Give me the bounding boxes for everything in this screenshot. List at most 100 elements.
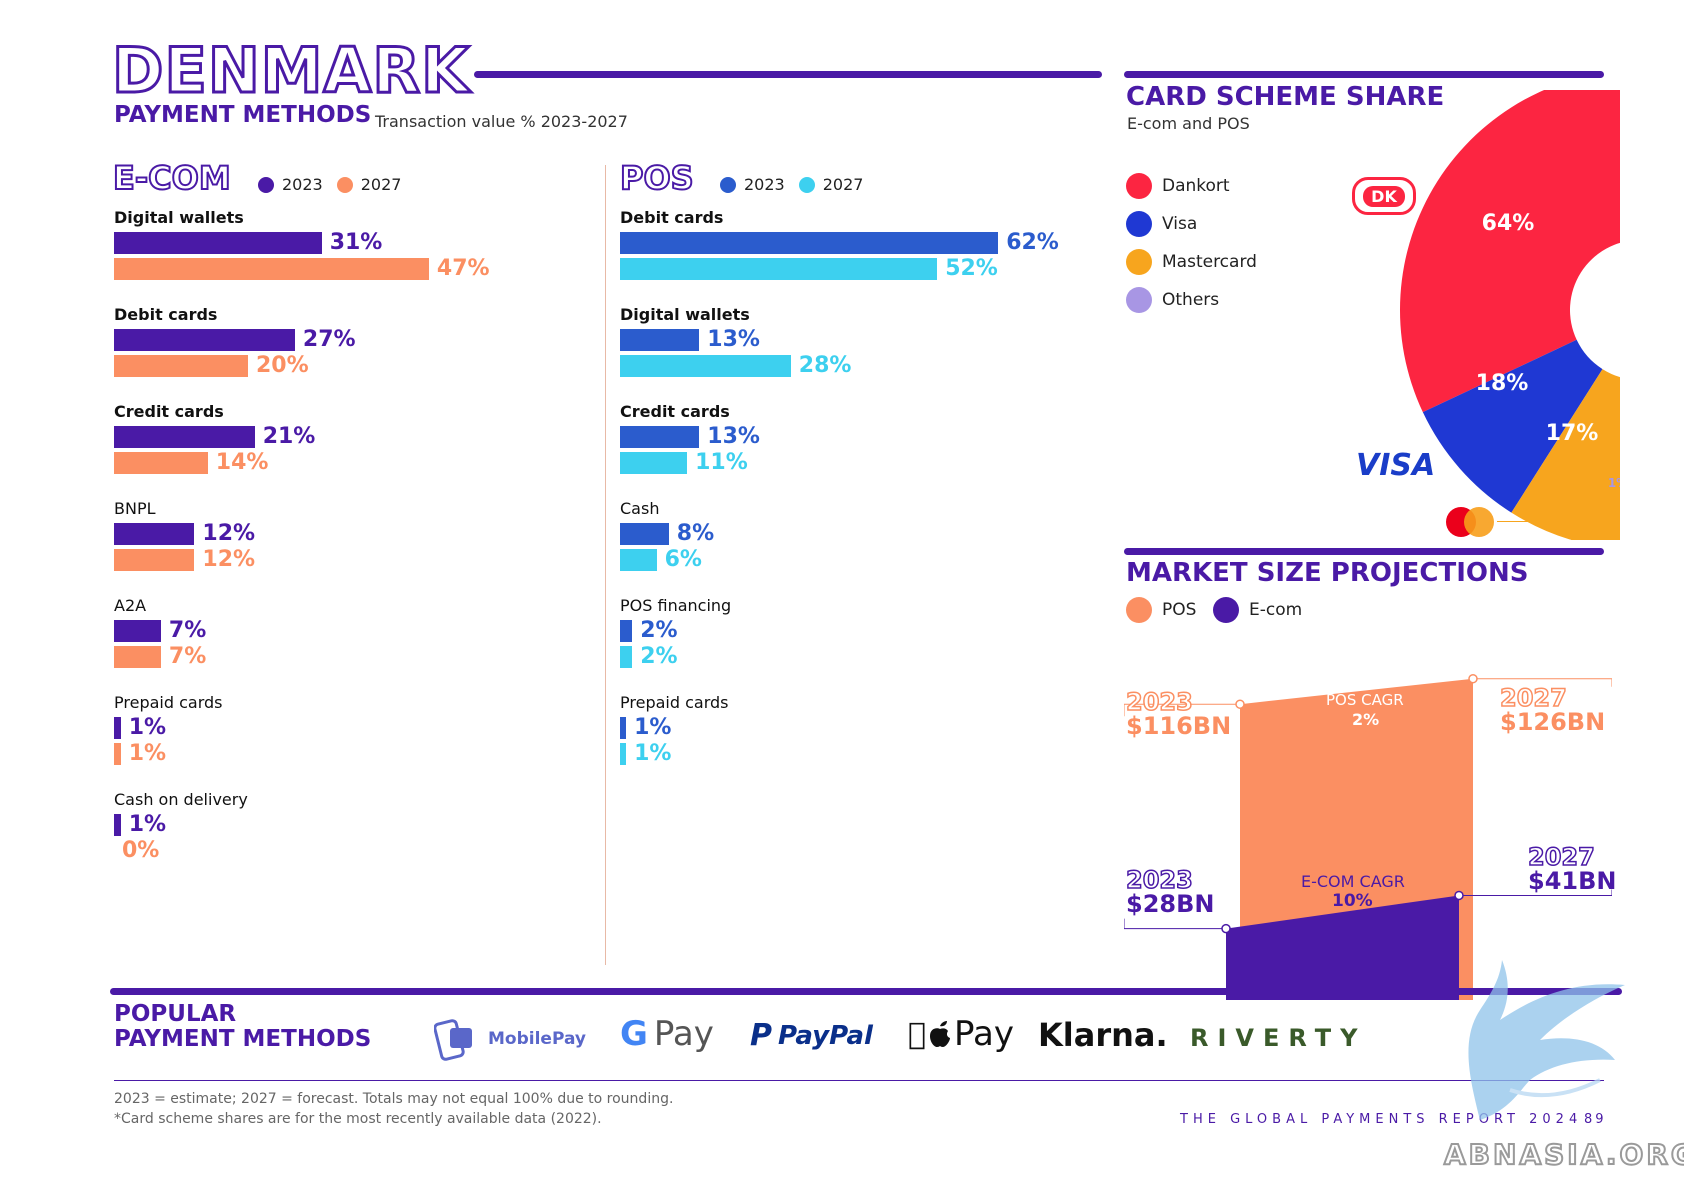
bar-bnpl-2027: [114, 549, 195, 571]
card-scheme-sub: E-com and POS: [1127, 114, 1250, 133]
watermark-text: ABNASIA.ORG: [1443, 1137, 1684, 1172]
legend-pos: POS: [1126, 597, 1196, 623]
others-label: Others: [1162, 290, 1220, 310]
pie-label-dankort: 64%: [1482, 211, 1535, 236]
bar-value-debit-cards-2023: 27%: [302, 327, 356, 352]
bar-digital-wallets-2027: [620, 355, 791, 377]
bar-value-prepaid-cards-2023: 1%: [128, 715, 167, 740]
category-label-debit-cards: Debit cards: [620, 208, 724, 227]
legend-2023-dot: [258, 176, 274, 193]
ecom-2027-value: $41BN: [1528, 867, 1617, 895]
ecom-2023-leader: [1124, 918, 1226, 930]
bar-pos-financing-2023: [620, 620, 633, 642]
legend-2027-dot: [798, 176, 815, 193]
pos-2027-year: 2027: [1499, 684, 1567, 712]
legend-mastercard: Mastercard: [1126, 249, 1257, 275]
category-label-cash-on-delivery: Cash on delivery: [114, 790, 248, 809]
legend-2023-dot: [720, 176, 736, 193]
bar-bnpl-2023: [114, 523, 195, 545]
ecom-area: [1226, 895, 1459, 1000]
bar-value-digital-wallets-2023: 31%: [329, 230, 383, 255]
dankort-dot: [1126, 173, 1152, 199]
bar-value-credit-cards-2027: 14%: [215, 450, 269, 475]
legend-2027-label: 2027: [822, 175, 864, 194]
bar-credit-cards-2027: [620, 452, 688, 474]
riverty-text: RIVERTY: [1190, 1024, 1367, 1052]
footer-rule: [114, 1080, 1604, 1081]
legend-2023-label: 2023: [282, 175, 323, 194]
watermark-bird-icon: [1468, 960, 1625, 1120]
dankort-logo-text: DK: [1363, 185, 1405, 207]
category-label-cash: Cash: [620, 499, 660, 518]
mastercard-logo: [1446, 507, 1496, 537]
bottom-rule: [110, 988, 1622, 995]
pos-2027-point: [1468, 673, 1478, 684]
popular-heading: POPULAR PAYMENT METHODS: [114, 1001, 372, 1053]
category-label-credit-cards: Credit cards: [114, 402, 224, 421]
bar-credit-cards-2023: [114, 426, 255, 448]
applepay-text: Pay: [936, 1014, 1014, 1054]
pie-slice-visa: [1422, 339, 1603, 513]
card-scheme-pie: 64% 18% 17% 1%: [1400, 90, 1620, 540]
apple-icon-shape: [930, 1021, 951, 1047]
paypal-p-icon: P: [750, 1018, 772, 1053]
column-divider: [605, 165, 606, 965]
dankort-logo: DK: [1352, 177, 1416, 215]
google-g-icon: G: [620, 1014, 648, 1054]
bar-credit-cards-2023: [620, 426, 700, 448]
popular-heading-line1: POPULAR: [114, 1001, 237, 1027]
bar-a2a-2023: [114, 620, 161, 642]
applepay-logo:  Pay: [908, 1014, 1014, 1054]
bar-value-pos-financing-2027: 2%: [640, 644, 678, 669]
visa-dot: [1126, 211, 1152, 237]
mastercard-label: Mastercard: [1162, 252, 1257, 272]
pos-2023-year: 2023: [1125, 688, 1193, 716]
bar-digital-wallets-2023: [620, 329, 700, 351]
pie-label-others: 1%: [1608, 476, 1620, 490]
bar-value-digital-wallets-2023: 13%: [707, 327, 760, 352]
category-label-digital-wallets: Digital wallets: [620, 305, 750, 324]
category-label-prepaid-cards: Prepaid cards: [114, 693, 223, 712]
gpay-logo: G Pay: [620, 1014, 714, 1054]
bar-value-pos-financing-2023: 2%: [640, 618, 678, 643]
page-title: DENMARK: [110, 34, 471, 107]
pie-label-visa: 18%: [1476, 371, 1529, 396]
ecom-2027-year: 2027: [1527, 843, 1595, 871]
footnote-1: 2023 = estimate; 2027 = forecast. Totals…: [114, 1091, 674, 1107]
category-label-debit-cards: Debit cards: [114, 305, 218, 324]
bar-pos-financing-2027: [620, 646, 633, 668]
report-name: THE GLOBAL PAYMENTS REPORT 2024: [1180, 1112, 1583, 1127]
ecom-2023-point: [1221, 923, 1231, 934]
ecom-cagr-value: 10%: [1332, 891, 1373, 911]
bar-value-bnpl-2027: 12%: [202, 547, 256, 572]
bar-a2a-2027: [114, 646, 161, 668]
popular-heading-line2: PAYMENT METHODS: [114, 1026, 372, 1053]
bar-value-prepaid-cards-2027: 1%: [128, 741, 167, 766]
bar-debit-cards-2023: [620, 232, 999, 254]
mobilepay-text: MobilePay: [488, 1029, 586, 1049]
bar-cash-2023: [620, 523, 669, 545]
bar-value-cash-2027: 6%: [664, 547, 702, 572]
bar-digital-wallets-2023: [114, 232, 322, 254]
klarna-logo: Klarna.: [1038, 1016, 1168, 1054]
dankort-label: Dankort: [1162, 176, 1230, 196]
bar-value-cash-on-delivery-2023: 1%: [128, 812, 167, 837]
section-subtitle: PAYMENT METHODS: [114, 102, 372, 128]
bar-digital-wallets-2027: [114, 258, 429, 280]
category-label-bnpl: BNPL: [114, 499, 156, 518]
pos-dot: [1126, 597, 1152, 623]
bar-prepaid-cards-2023: [620, 717, 627, 739]
bar-prepaid-cards-2027: [114, 743, 121, 765]
bar-value-debit-cards-2023: 62%: [1006, 230, 1059, 255]
bar-value-credit-cards-2027: 11%: [695, 450, 748, 475]
mobilepay-icon: [434, 1019, 472, 1061]
category-label-prepaid-cards: Prepaid cards: [620, 693, 729, 712]
category-label-a2a: A2A: [114, 596, 147, 615]
page-number: 89: [1584, 1112, 1607, 1127]
card-scheme-rule: [1124, 71, 1604, 78]
gpay-text: Pay: [653, 1014, 714, 1054]
bar-value-prepaid-cards-2027: 1%: [634, 741, 672, 766]
bar-credit-cards-2027: [114, 452, 208, 474]
legend-2023-label: 2023: [744, 175, 785, 194]
pie-slice-mastercard: [1511, 369, 1620, 540]
